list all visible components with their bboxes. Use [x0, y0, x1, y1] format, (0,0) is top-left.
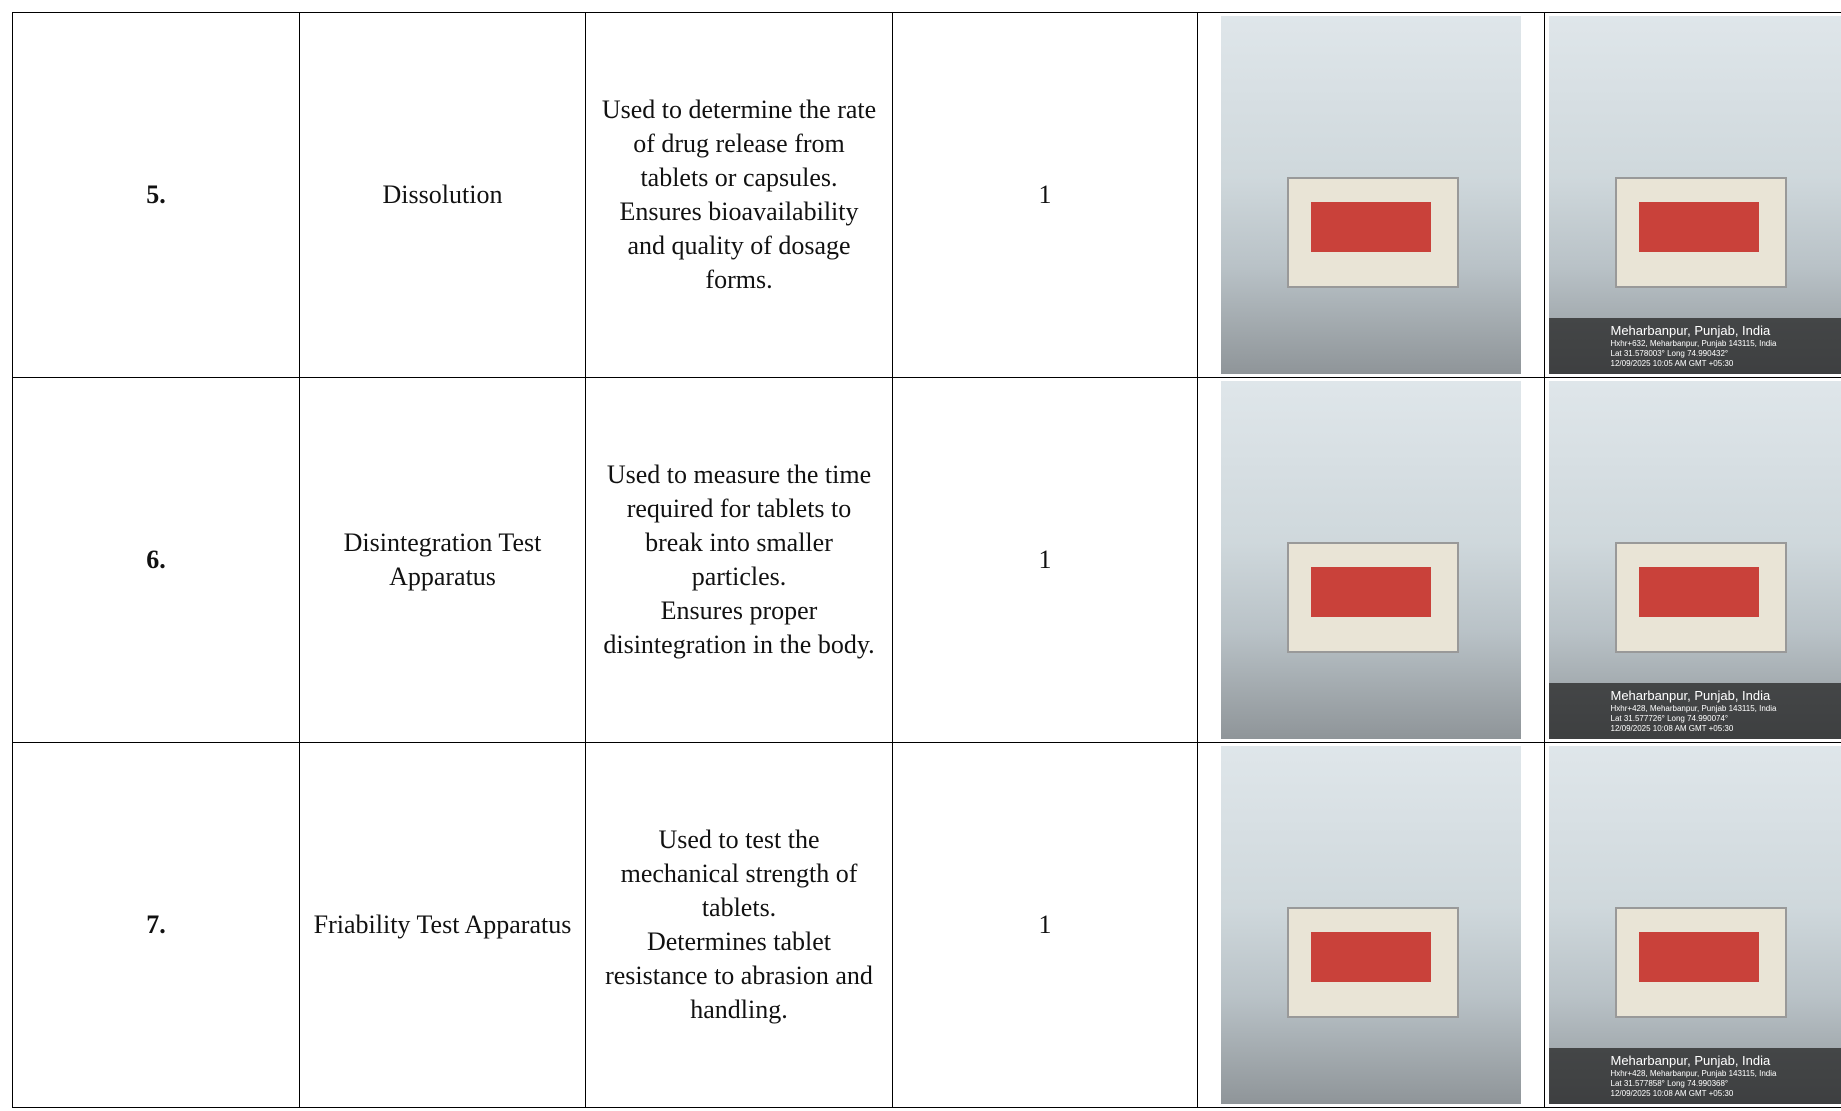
quantity: 1	[892, 377, 1198, 743]
geotag-coords: Lat 31.578003° Long 74.990432°	[1610, 349, 1729, 358]
photo	[1221, 746, 1521, 1104]
control-panel	[1311, 202, 1431, 253]
equipment-name: Friability Test Apparatus	[299, 742, 586, 1108]
geotag-place: Meharbanpur, Punjab, India	[1610, 1053, 1771, 1068]
description: Used to determine the rate of drug relea…	[585, 12, 893, 378]
equipment-table: 5. Dissolution Used to determine the rate …	[12, 12, 1841, 1108]
control-panel	[1311, 932, 1431, 983]
photo: Meharbanpur, Punjab, India Hxhr+428, Meha…	[1548, 746, 1841, 1104]
geotag-place: Meharbanpur, Punjab, India	[1610, 323, 1771, 338]
geotag-coords: Lat 31.577858° Long 74.990368°	[1610, 1079, 1729, 1088]
description-line: Ensures bioavailability and quality of d…	[619, 197, 859, 294]
description-line: Used to determine the rate of drug relea…	[601, 95, 877, 192]
table-row: 5. Dissolution Used to determine the rate …	[12, 12, 1841, 378]
description-line: Used to measure the time required for ta…	[606, 460, 872, 591]
quantity: 1	[892, 742, 1198, 1108]
table-row: 6. Disintegration Test Apparatus Used to m…	[12, 377, 1841, 743]
photo: Meharbanpur, Punjab, India Hxhr+632, Meha…	[1548, 16, 1841, 374]
equipment-name: Disintegration Test Apparatus	[299, 377, 586, 743]
serial-number: 7.	[12, 742, 300, 1108]
photo	[1221, 16, 1521, 374]
serial-number: 6.	[12, 377, 300, 743]
geotag-address: Hxhr+632, Meharbanpur, Punjab 143115, In…	[1610, 339, 1777, 348]
control-panel	[1638, 567, 1759, 618]
photo-cell	[1197, 12, 1545, 378]
serial-number: 5.	[12, 12, 300, 378]
description-line: Determines tablet resistance to abrasion…	[605, 927, 873, 1024]
geotag-time: 12/09/2025 10:08 AM GMT +05:30	[1610, 1089, 1734, 1098]
geotag: Meharbanpur, Punjab, India Hxhr+632, Meha…	[1548, 318, 1841, 374]
geotag-time: 12/09/2025 10:08 AM GMT +05:30	[1610, 724, 1734, 733]
geotag-coords: Lat 31.577726° Long 74.990074°	[1610, 714, 1729, 723]
geotag-time: 12/09/2025 10:05 AM GMT +05:30	[1610, 359, 1734, 368]
photo-cell	[1197, 742, 1545, 1108]
table-body: 5. Dissolution Used to determine the rate …	[12, 12, 1841, 1108]
photo-cell	[1197, 377, 1545, 743]
geotag-place: Meharbanpur, Punjab, India	[1610, 688, 1771, 703]
geotag-address: Hxhr+428, Meharbanpur, Punjab 143115, In…	[1610, 1069, 1777, 1078]
description: Used to test the mechanical strength of …	[585, 742, 893, 1108]
description: Used to measure the time required for ta…	[585, 377, 893, 743]
quantity: 1	[892, 12, 1198, 378]
photo: Meharbanpur, Punjab, India Hxhr+428, Meha…	[1548, 381, 1841, 739]
description-line: Used to test the mechanical strength of …	[620, 825, 858, 922]
description-line: Ensures proper disintegration in the bod…	[603, 596, 875, 659]
control-panel	[1311, 567, 1431, 618]
photo	[1221, 381, 1521, 739]
control-panel	[1638, 932, 1759, 983]
geotagged-photo-cell: Meharbanpur, Punjab, India Hxhr+428, Meha…	[1544, 377, 1841, 743]
control-panel	[1638, 202, 1759, 253]
geotag-address: Hxhr+428, Meharbanpur, Punjab 143115, In…	[1610, 704, 1777, 713]
geotagged-photo-cell: Meharbanpur, Punjab, India Hxhr+632, Meha…	[1544, 12, 1841, 378]
equipment-name: Dissolution	[299, 12, 586, 378]
geotagged-photo-cell: Meharbanpur, Punjab, India Hxhr+428, Meha…	[1544, 742, 1841, 1108]
geotag: Meharbanpur, Punjab, India Hxhr+428, Meha…	[1548, 1048, 1841, 1104]
geotag: Meharbanpur, Punjab, India Hxhr+428, Meha…	[1548, 683, 1841, 739]
table-row: 7. Friability Test Apparatus Used to test …	[12, 742, 1841, 1108]
